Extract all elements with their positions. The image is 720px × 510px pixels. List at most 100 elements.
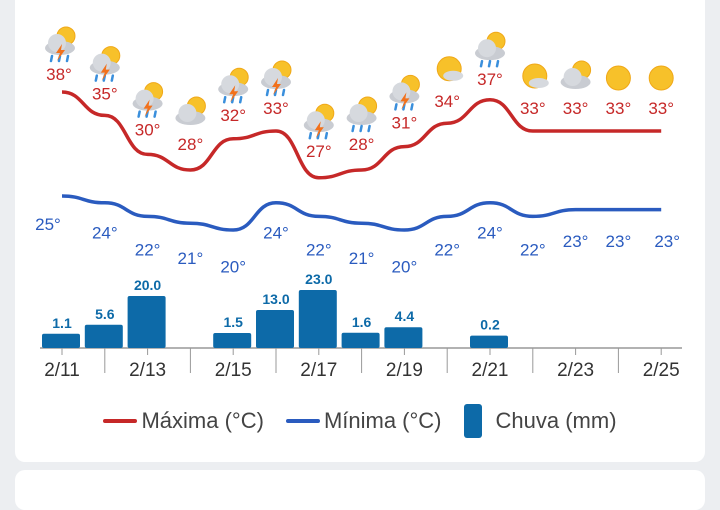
legend-max-label: Máxima (°C) (141, 408, 264, 433)
x-tick-label: 2/13 (129, 360, 166, 381)
storm-icon (303, 103, 335, 140)
cloud-shape (264, 68, 282, 86)
cloud-shape (135, 89, 154, 108)
cloud-shape (48, 34, 66, 52)
rain-drop (410, 103, 414, 111)
min-temp-label: 23° (654, 232, 680, 251)
rain-drop (487, 59, 492, 68)
max-temp-label: 33° (563, 99, 589, 118)
rain-drop (394, 103, 398, 111)
sun-shape (648, 65, 674, 91)
x-tick-label: 2/25 (643, 360, 680, 381)
mostly-sunny-icon (522, 63, 549, 89)
max-temp-label: 28° (178, 135, 204, 154)
rain-drop (281, 88, 286, 97)
max-temp-label: 34° (434, 92, 460, 111)
rain-drop (351, 124, 355, 133)
rain-value-label: 20.0 (134, 277, 161, 293)
max-temp-label: 27° (306, 142, 332, 161)
min-temp-label: 21° (349, 249, 375, 268)
legend-max[interactable]: Máxima (°C) (103, 408, 264, 434)
max-temp-label: 33° (648, 99, 674, 118)
rain-drop (65, 54, 70, 63)
cloud-shape (563, 68, 582, 86)
rain-bar (256, 310, 294, 348)
x-tick-label: 2/19 (386, 360, 423, 381)
legend-min[interactable]: Mínima (°C) (285, 408, 442, 434)
max-temp-label: 30° (135, 121, 161, 140)
storm-icon (45, 26, 76, 63)
rain-value-label: 0.2 (480, 317, 500, 333)
x-tick-label: 2/11 (44, 360, 80, 381)
lightning-bolt (143, 99, 153, 117)
min-temp-label: 22° (135, 241, 161, 260)
legend-max-swatch (103, 419, 138, 423)
min-temp-label: 24° (92, 224, 118, 243)
storm-icon (132, 82, 164, 118)
cloud-shape (478, 39, 496, 58)
rain-value-label: 1.1 (52, 315, 72, 331)
legend-min-label: Mínima (°C) (323, 408, 442, 433)
min-temp-label: 22° (306, 241, 332, 260)
rain-bar (127, 296, 166, 348)
legend-min-swatch (285, 419, 320, 423)
rain-drop (222, 95, 227, 104)
min-temp-label: 24° (263, 224, 289, 243)
sun-shape (605, 65, 631, 91)
max-temp-label: 32° (220, 106, 246, 125)
legend-rain[interactable]: Chuva (mm) (463, 404, 617, 438)
min-temp-label: 21° (178, 249, 204, 268)
lightning-bolt (100, 63, 110, 81)
rain-drop (137, 110, 141, 118)
lightning-bolt (56, 44, 65, 61)
rain-drop (153, 110, 157, 118)
partly-cloudy-icon (560, 60, 592, 89)
rain-drop (94, 74, 99, 82)
rain-drop (238, 95, 243, 104)
rain-value-label: 23.0 (305, 271, 332, 287)
rain-drop (308, 131, 313, 140)
rain-drop (359, 124, 363, 133)
partly-cloudy-icon (175, 96, 206, 125)
max-temp-label: 33° (606, 99, 632, 118)
rain-bar (298, 290, 337, 348)
max-temp-label: 33° (263, 99, 289, 118)
cloud-shape (306, 111, 325, 130)
storm-icon (261, 60, 292, 97)
min-temp-label: 23° (606, 232, 632, 251)
forecast-card (15, 0, 705, 462)
min-temp-label: 24° (477, 224, 503, 243)
rain-bar (84, 324, 123, 348)
rain-value-label: 4.4 (395, 308, 415, 324)
sunny-icon (648, 65, 674, 91)
max-temp-label: 28° (349, 135, 375, 154)
rain-icon (346, 96, 378, 133)
rain-value-label: 5.6 (95, 306, 115, 322)
legend: Máxima (°C) Mínima (°C) Chuva (mm) (0, 404, 720, 438)
rain-drop (110, 74, 115, 82)
min-temp-label: 22° (520, 241, 546, 260)
x-tick-label: 2/21 (472, 360, 509, 381)
max-temp-label: 31° (392, 113, 418, 132)
cloud-shape (92, 53, 111, 72)
rain-bar (341, 332, 380, 348)
rain-value-label: 1.5 (223, 314, 243, 330)
rain-icon (475, 31, 506, 68)
cloud-shape (349, 104, 368, 122)
storm-icon (218, 67, 249, 104)
x-tick-label: 2/23 (557, 360, 594, 381)
min-temp-label: 22° (434, 241, 460, 260)
cloud-shape (221, 75, 240, 94)
cloud-shape (392, 82, 411, 101)
lightning-bolt (314, 121, 324, 139)
min-temp-label: 20° (392, 258, 418, 277)
storm-icon (389, 74, 420, 111)
x-tick-label: 2/15 (215, 360, 252, 381)
rain-drop (265, 88, 270, 97)
rain-drop (49, 54, 54, 63)
min-temp-label: 23° (563, 232, 589, 251)
lightning-bolt (229, 85, 239, 103)
rain-bar (42, 333, 80, 348)
lightning-bolt (272, 78, 281, 95)
cloud-shape (178, 104, 197, 122)
